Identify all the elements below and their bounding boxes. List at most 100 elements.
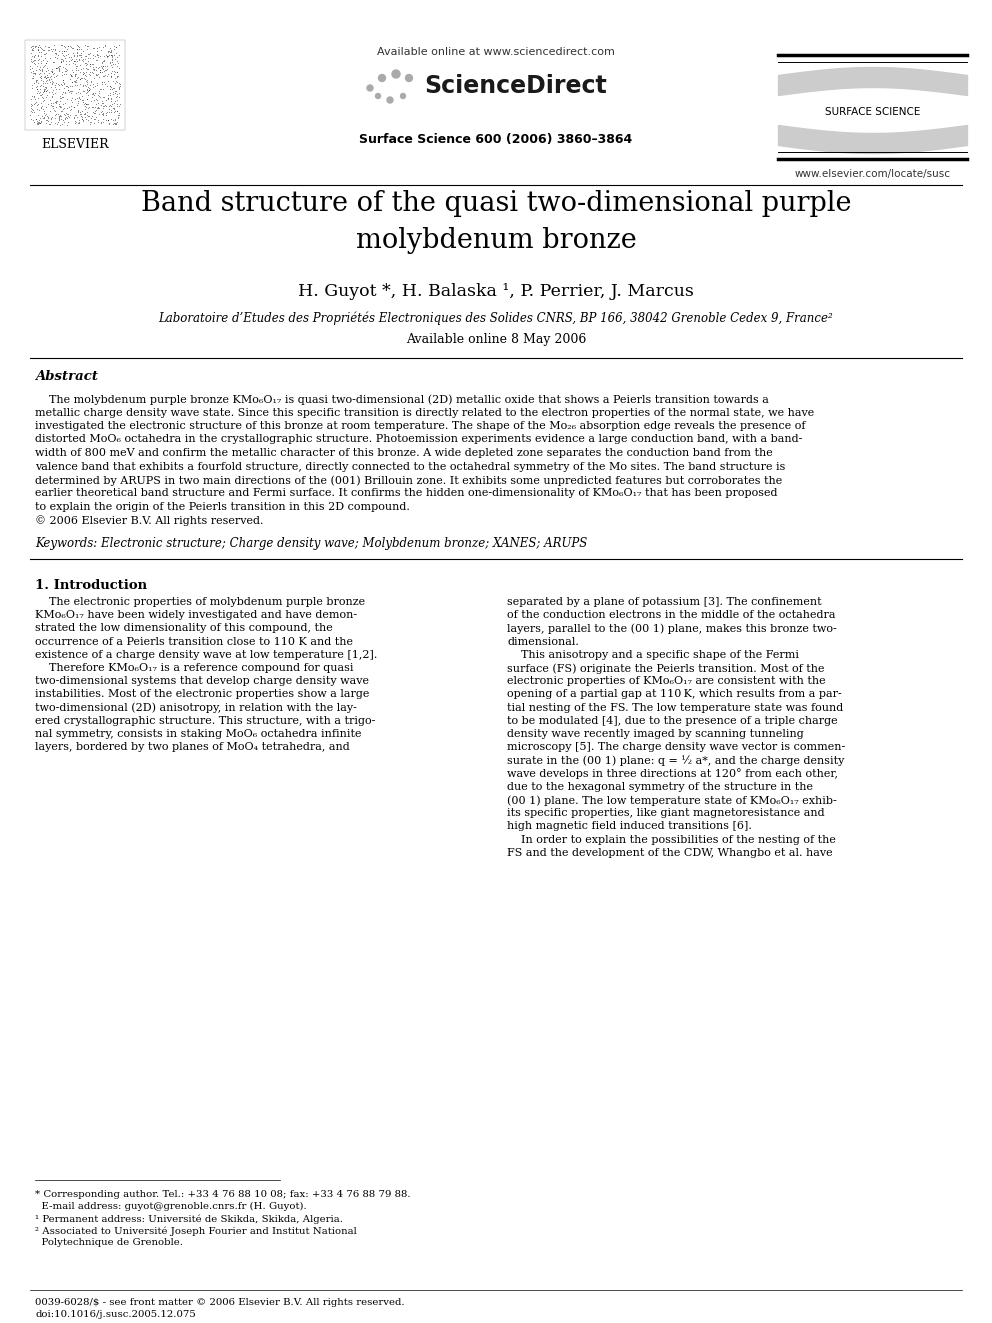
Point [56,73,71,94]
Point [94,52,110,73]
Point [30,112,46,134]
Point [62,75,77,97]
Point [95,86,111,107]
Point [28,70,44,91]
Text: layers, bordered by two planes of MoO₄ tetrahedra, and: layers, bordered by two planes of MoO₄ t… [35,742,350,753]
Point [112,94,128,115]
Point [88,89,104,110]
Point [108,81,124,102]
Point [99,45,115,66]
Point [32,37,48,58]
Point [29,78,45,99]
Point [56,45,71,66]
Text: high magnetic field induced transitions [6].: high magnetic field induced transitions … [507,822,752,831]
Text: ered crystallographic structure. This structure, with a trigo-: ered crystallographic structure. This st… [35,716,375,726]
Point [87,60,103,81]
Point [85,53,101,74]
Point [56,40,71,61]
Point [90,82,106,103]
Point [30,37,46,58]
Point [29,60,45,81]
Point [54,62,69,83]
Point [70,101,86,122]
Point [78,65,94,86]
Point [53,50,68,71]
Point [95,50,111,71]
Point [58,64,73,85]
Point [68,38,84,60]
Point [59,38,74,60]
Point [76,107,92,128]
Point [99,65,115,86]
Text: width of 800 meV and confirm the metallic character of this bronze. A wide deple: width of 800 meV and confirm the metalli… [35,448,773,458]
Point [87,101,103,122]
Point [57,74,72,95]
Point [85,74,101,95]
Point [35,87,51,108]
Point [83,105,99,126]
Point [52,90,67,111]
Point [69,45,85,66]
Point [90,97,106,118]
Point [27,45,43,66]
Point [107,70,123,91]
Point [23,58,39,79]
Point [44,86,60,107]
Point [85,108,101,130]
Point [86,60,102,81]
Point [47,42,62,64]
Point [47,66,62,87]
Point [38,67,54,89]
Point [79,79,95,101]
Point [48,57,63,78]
Point [95,56,111,77]
Point [89,111,105,132]
Point [110,65,126,86]
Point [80,48,96,69]
Point [32,64,48,85]
Point [24,75,40,97]
Point [31,99,47,120]
Point [78,94,94,115]
Text: H. Guyot *, H. Balaska ¹, P. Perrier, J. Marcus: H. Guyot *, H. Balaska ¹, P. Perrier, J.… [298,283,694,300]
Text: Abstract: Abstract [35,369,98,382]
Point [78,102,94,123]
Point [95,105,111,126]
Point [23,37,39,58]
Point [55,50,70,71]
Point [56,105,71,126]
Point [56,94,71,115]
Point [58,107,73,128]
Point [55,110,70,131]
Point [70,93,86,114]
Point [51,106,66,127]
Point [100,45,116,66]
Point [59,108,74,130]
Point [90,85,106,106]
Point [85,85,101,106]
Point [23,105,39,126]
Point [55,71,70,93]
Circle shape [406,74,413,82]
Point [24,98,40,119]
Text: © 2006 Elsevier B.V. All rights reserved.: © 2006 Elsevier B.V. All rights reserved… [35,516,264,527]
Point [55,74,70,95]
Point [69,67,85,89]
Point [56,45,71,66]
Point [70,111,86,132]
Point [45,41,61,62]
Point [57,60,72,81]
Point [45,58,61,79]
Point [34,111,50,132]
Point [63,95,79,116]
Point [83,71,99,93]
Point [46,83,62,105]
Point [33,107,49,128]
Point [32,75,48,97]
Point [58,44,73,65]
Text: E-mail address: guyot@grenoble.cnrs.fr (H. Guyot).: E-mail address: guyot@grenoble.cnrs.fr (… [35,1203,307,1211]
Point [48,93,63,114]
Point [95,93,111,114]
Point [25,94,41,115]
Point [81,44,97,65]
